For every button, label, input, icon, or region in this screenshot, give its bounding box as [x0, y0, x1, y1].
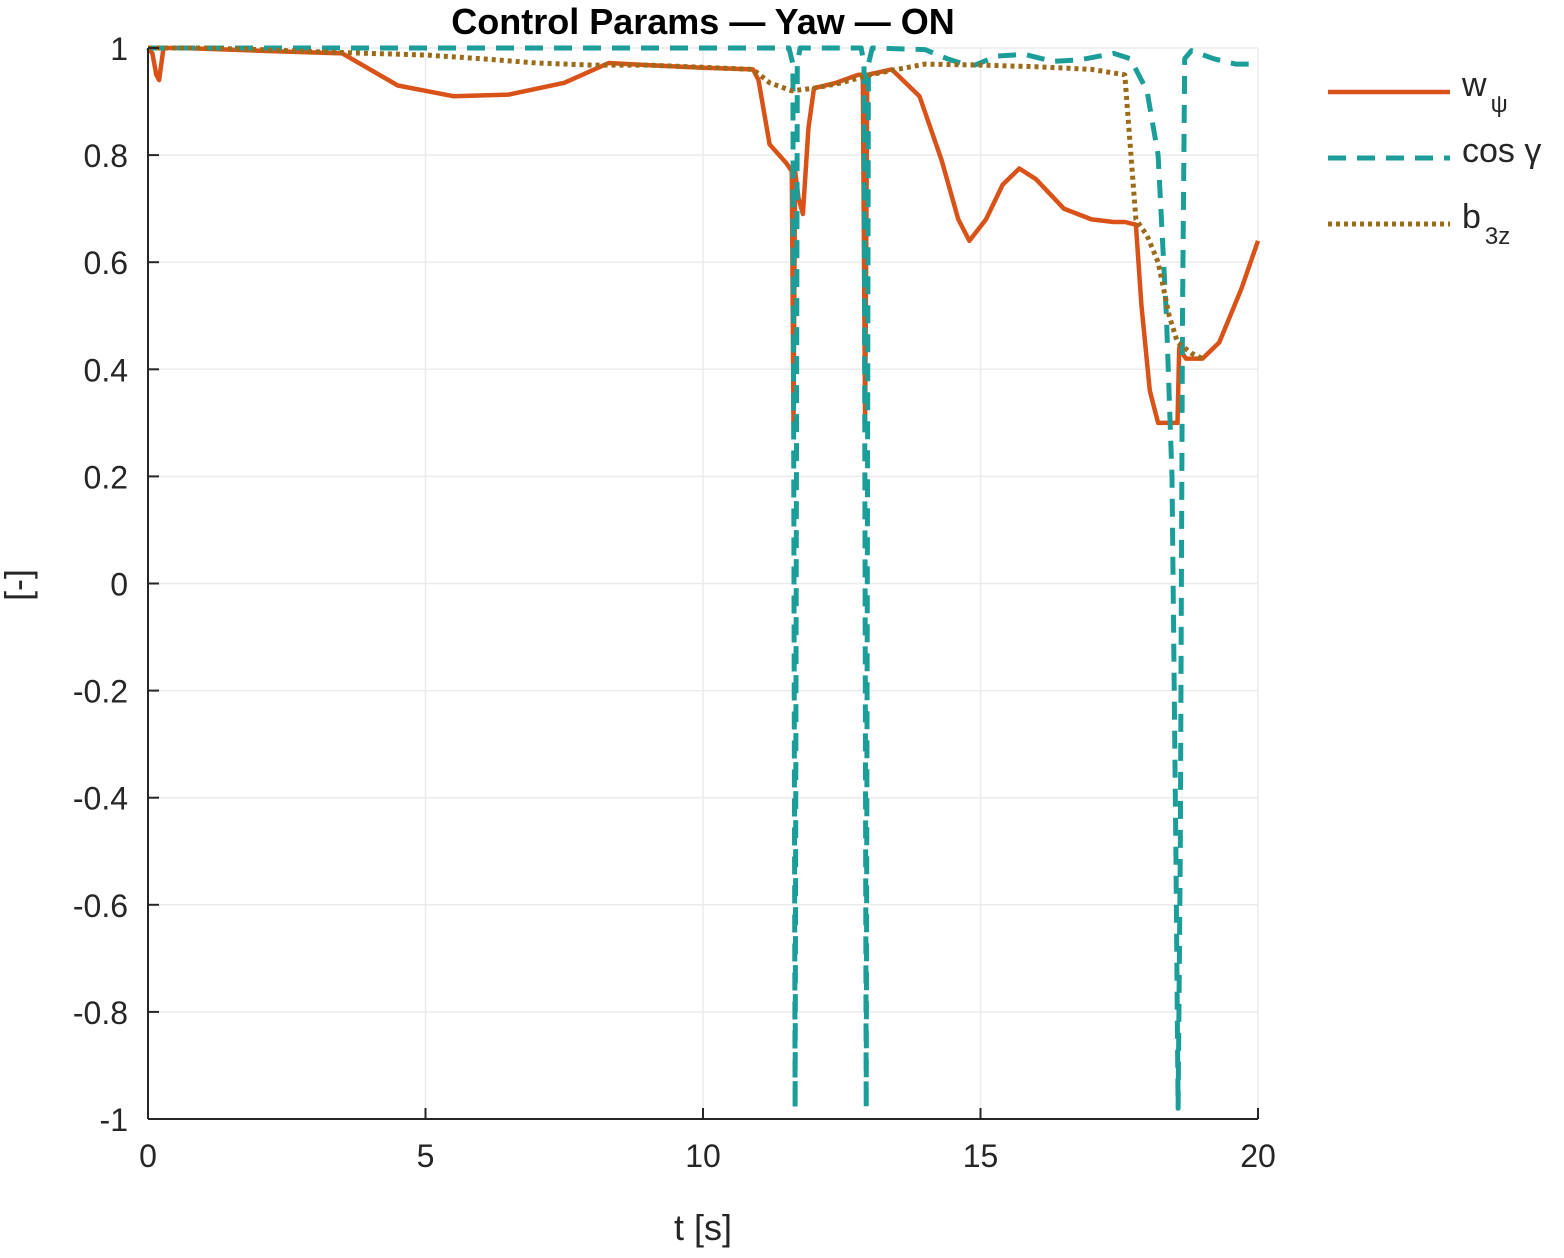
chart-title: Control Params — Yaw — ON [451, 1, 954, 42]
legend-label-main: w [1461, 66, 1487, 104]
x-axis-label: t [s] [674, 1207, 732, 1248]
y-tick-label: -0.2 [73, 674, 128, 710]
y-tick-label: 1 [110, 31, 128, 67]
y-tick-label: -0.4 [73, 781, 128, 817]
y-tick-label: -1 [100, 1102, 128, 1138]
legend-label-main: cos γ [1462, 132, 1541, 170]
x-tick-label: 10 [685, 1138, 721, 1174]
legend-label-b3z: b3z [1462, 198, 1510, 250]
series-layer [146, 45, 1261, 1111]
y-tick-label: 0.4 [84, 352, 128, 388]
y-tick-label: -0.6 [73, 888, 128, 924]
x-tick-label: 15 [963, 1138, 999, 1174]
series-line-w_psi [146, 45, 1261, 426]
legend-label-w_psi: wψ [1461, 66, 1508, 118]
legend-label-subscript: ψ [1491, 91, 1508, 118]
legend-label-main: b [1462, 198, 1481, 236]
series-line-cos_gamma [148, 45, 1258, 1111]
x-tick-label: 20 [1240, 1138, 1276, 1174]
y-tick-label: -0.8 [73, 995, 128, 1031]
y-tick-label: 0.6 [84, 245, 128, 281]
axes: 0 5 10 15 20 -1 -0.8 -0.6 -0.4 -0.2 0 0.2 0.4 0.6 0.8 1 [73, 31, 1276, 1174]
y-axis-label: [-] [0, 569, 38, 601]
y-tick-label: 0.8 [84, 138, 128, 174]
x-tick-label: 0 [139, 1138, 157, 1174]
legend-label-subscript: 3z [1485, 223, 1510, 250]
x-tick-label: 5 [417, 1138, 435, 1174]
legend-label-cos_gamma: cos γ [1462, 132, 1541, 170]
y-tick-label: 0 [110, 567, 128, 603]
y-tick-label: 0.2 [84, 459, 128, 495]
legend: wψ cos γ b3z [1328, 66, 1541, 250]
